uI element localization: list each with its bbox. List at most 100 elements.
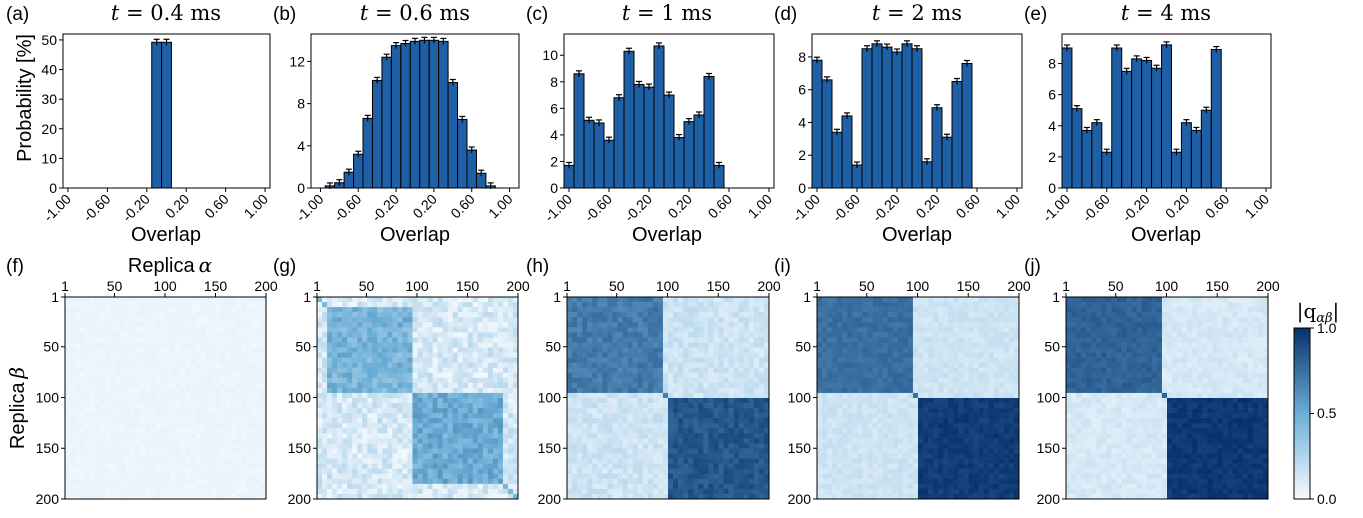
heatmap-cell: [402, 332, 408, 338]
panel-label-b: (b): [273, 4, 296, 25]
heatmap-cell: [165, 458, 171, 464]
heatmap-cell: [482, 403, 489, 409]
heatmap-cell: [723, 317, 729, 323]
heatmap-cell: [240, 367, 247, 374]
heatmap-cell: [155, 332, 161, 338]
heatmap-cell: [487, 398, 494, 404]
heatmap-cell: [175, 443, 181, 449]
heatmap-cell: [110, 443, 116, 449]
heatmap-cell: [255, 372, 262, 379]
heatmap-cell: [452, 458, 458, 464]
heatmap-cell: [472, 322, 479, 328]
heatmap-cell: [602, 307, 608, 313]
heatmap-cell: [577, 362, 583, 368]
heatmap-cell: [80, 418, 86, 424]
heatmap-cell: [427, 352, 433, 358]
heatmap-cell: [210, 458, 217, 464]
heatmap-cell: [357, 297, 363, 303]
heatmap-cell: [220, 312, 227, 318]
heatmap-cell: [422, 342, 428, 348]
heatmap-cell: [250, 448, 257, 454]
heatmap-cell: [662, 372, 669, 379]
heatmap-cell: [412, 408, 418, 414]
heatmap-cell: [662, 317, 669, 323]
heatmap-cell: [75, 327, 81, 333]
heatmap-cell: [422, 488, 428, 495]
heatmap-cell: [90, 382, 96, 389]
heatmap-cell: [245, 367, 252, 374]
heatmap-cell: [412, 428, 418, 434]
heatmap-cell: [402, 322, 408, 328]
heatmap-cell: [683, 347, 689, 353]
heatmap-cell: [698, 312, 704, 318]
heatmap-cell: [115, 387, 121, 394]
heatmap-cell: [472, 453, 479, 459]
heatmap-cell: [347, 443, 353, 449]
heatmap-cell: [412, 443, 418, 449]
heatmap-cell: [497, 428, 504, 434]
heatmap-cell: [205, 352, 212, 358]
heatmap-cell: [492, 423, 499, 429]
heatmap-cell: [70, 448, 76, 454]
heatmap-cell: [85, 352, 91, 358]
heatmap-cell: [512, 463, 519, 469]
heatmap-cell: [698, 372, 704, 379]
heatmap-cell: [397, 392, 403, 399]
heatmap-cell: [220, 413, 227, 419]
heatmap-cell: [357, 428, 363, 434]
heatmap-cell: [452, 362, 458, 368]
heatmap-cell: [70, 342, 76, 348]
heatmap-cell: [255, 463, 262, 469]
heatmap-cell: [612, 463, 618, 469]
heatmap-cell: [657, 372, 664, 379]
heatmap-cell: [412, 493, 418, 500]
heatmap-cell: [115, 408, 121, 414]
heatmap-cell: [597, 297, 603, 303]
heatmap-cell: [195, 458, 201, 464]
heatmap-cell: [507, 418, 514, 424]
heatmap-cell: [652, 367, 659, 374]
heatmap-cell: [587, 463, 593, 469]
heatmap-cell: [120, 382, 126, 389]
heatmap-cell: [698, 362, 704, 368]
heatmap-cell: [245, 322, 252, 328]
heatmap-cell: [195, 352, 201, 358]
heatmap-cell: [372, 473, 378, 480]
heatmap-cell: [492, 398, 499, 404]
heatmap-cell: [417, 458, 423, 464]
heatmap-cell: [75, 317, 81, 323]
heatmap-cell: [502, 478, 509, 485]
heatmap-cell: [175, 302, 181, 308]
heatmap-cell: [145, 302, 151, 308]
y-axis-label-top: Probability [%]: [14, 34, 36, 162]
heatmap-cell: [120, 443, 126, 449]
heatmap-cell: [718, 357, 724, 363]
heatmap-cell: [255, 317, 262, 323]
title-e: t = 4 ms: [1121, 1, 1211, 25]
heatmap-cell: [185, 488, 191, 495]
heatmap-cell: [738, 463, 745, 469]
heatmap-cell: [602, 448, 608, 454]
heatmap-cell: [668, 337, 674, 343]
heatmap-cell: [452, 392, 458, 399]
heatmap-cell: [332, 307, 338, 313]
heatmap-cell: [205, 307, 212, 313]
heatmap-cell: [347, 463, 353, 469]
heatmap-cell: [442, 302, 448, 308]
heatmap-cell: [100, 408, 106, 414]
heatmap-cell: [150, 377, 156, 384]
heatmap-cell: [417, 347, 423, 353]
heatmap-cell: [105, 443, 111, 449]
heatmap-cell: [332, 352, 338, 358]
heatmap-cell: [250, 387, 257, 394]
heatmap-cell: [427, 297, 433, 303]
heatmap-cell: [352, 392, 358, 399]
heatmap-cell: [65, 357, 71, 363]
heatmap-cell: [392, 367, 398, 374]
heatmap-cell: [382, 433, 388, 439]
heatmap-cell: [332, 377, 338, 384]
heatmap-cell: [327, 372, 333, 379]
heatmap-cell: [487, 382, 494, 389]
heatmap-cell: [372, 367, 378, 374]
heatmap-cell: [160, 332, 166, 338]
